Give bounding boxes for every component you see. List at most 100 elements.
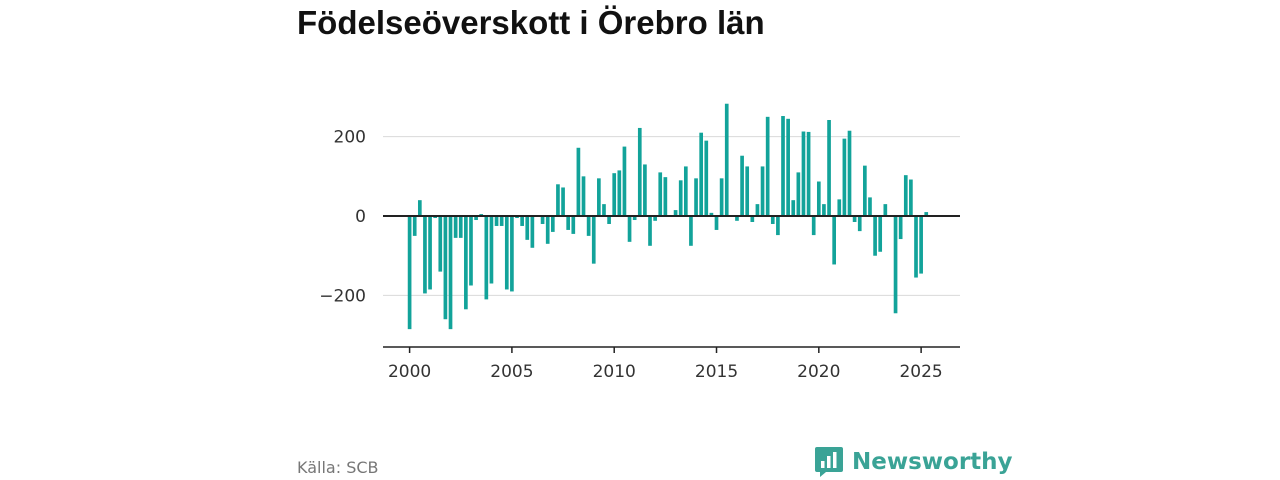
bar-2017Q2 bbox=[760, 166, 765, 217]
bar-2017Q1 bbox=[755, 204, 760, 217]
x-tick-label: 2020 bbox=[797, 362, 840, 382]
bar-2014Q1 bbox=[694, 178, 698, 217]
bar-2021Q1 bbox=[837, 199, 842, 217]
bar-2011Q1 bbox=[632, 216, 637, 221]
y-tick-label: −200 bbox=[319, 286, 366, 306]
bar-2003Q4 bbox=[484, 216, 489, 300]
bar-2004Q3 bbox=[499, 216, 504, 226]
bar-2008Q4 bbox=[586, 216, 591, 236]
bar-2001Q1 bbox=[428, 216, 432, 290]
bar-2006Q4 bbox=[545, 216, 550, 244]
gridlines bbox=[383, 136, 960, 296]
bar-2022Q2 bbox=[863, 165, 867, 217]
bar-2004Q1 bbox=[489, 216, 494, 284]
bar-2017Q3 bbox=[765, 116, 770, 217]
bar-2003Q2 bbox=[474, 216, 478, 221]
bar-chart-speech-bubble-icon bbox=[815, 447, 843, 477]
bar-2020Q4 bbox=[832, 216, 836, 265]
bar-2010Q2 bbox=[617, 170, 622, 217]
bar-2023Q1 bbox=[878, 216, 883, 252]
x-tick-label: 2015 bbox=[695, 362, 738, 382]
bar-2023Q4 bbox=[893, 216, 898, 314]
bar-2002Q4 bbox=[464, 216, 468, 310]
bar-2018Q2 bbox=[781, 116, 785, 217]
bar-series bbox=[407, 103, 929, 330]
bar-2007Q4 bbox=[566, 216, 571, 230]
x-tick-label: 2010 bbox=[593, 362, 636, 382]
bar-2024Q1 bbox=[898, 216, 903, 240]
axes bbox=[383, 215, 960, 353]
bar-2014Q4 bbox=[709, 212, 714, 217]
bar-2010Q3 bbox=[622, 146, 627, 217]
bar-2016Q1 bbox=[735, 216, 739, 221]
bar-2015Q3 bbox=[724, 103, 729, 217]
bar-2023Q2 bbox=[883, 204, 888, 217]
bar-2024Q4 bbox=[914, 216, 918, 278]
bar-2024Q2 bbox=[903, 175, 908, 217]
bar-2010Q4 bbox=[627, 216, 632, 242]
bar-2022Q1 bbox=[857, 216, 862, 232]
bar-2021Q3 bbox=[847, 130, 852, 217]
bar-2011Q3 bbox=[643, 164, 647, 217]
bar-2002Q3 bbox=[458, 216, 463, 238]
bar-2001Q4 bbox=[443, 216, 448, 320]
bar-2008Q2 bbox=[576, 147, 581, 217]
y-axis-labels: 200 0 −200 bbox=[319, 128, 366, 307]
bar-2013Q2 bbox=[678, 180, 683, 217]
brand-name: Newsworthy bbox=[852, 449, 1013, 475]
bar-2013Q4 bbox=[689, 216, 693, 246]
x-tick-label: 2000 bbox=[388, 362, 431, 382]
bar-2012Q2 bbox=[658, 172, 663, 217]
source-note: Källa: SCB bbox=[297, 458, 379, 477]
bar-2011Q4 bbox=[648, 216, 652, 246]
bar-2008Q1 bbox=[571, 216, 576, 234]
bar-2004Q2 bbox=[494, 216, 499, 226]
bar-2000Q1 bbox=[407, 216, 412, 330]
bar-2007Q2 bbox=[556, 184, 560, 217]
bar-2008Q3 bbox=[581, 176, 586, 217]
bar-2002Q1 bbox=[448, 216, 453, 330]
bar-2013Q1 bbox=[673, 210, 678, 217]
y-tick-label: 0 bbox=[355, 207, 366, 227]
bar-2009Q3 bbox=[602, 204, 606, 217]
bar-2018Q4 bbox=[791, 200, 796, 217]
bar-2006Q1 bbox=[530, 216, 535, 248]
bar-2009Q1 bbox=[591, 216, 596, 264]
bar-2022Q4 bbox=[873, 216, 877, 256]
bar-2005Q1 bbox=[510, 216, 514, 292]
bar-2019Q4 bbox=[811, 216, 816, 236]
bar-2002Q2 bbox=[453, 216, 458, 238]
bar-2016Q3 bbox=[745, 166, 750, 217]
bar-2021Q2 bbox=[842, 138, 847, 217]
bar-2009Q4 bbox=[607, 216, 611, 224]
bar-2020Q3 bbox=[827, 120, 831, 217]
bar-2000Q3 bbox=[417, 200, 422, 217]
bar-2004Q4 bbox=[504, 216, 509, 290]
bar-2003Q1 bbox=[469, 216, 473, 286]
bar-2019Q2 bbox=[801, 131, 806, 217]
bar-2015Q2 bbox=[719, 178, 724, 217]
bar-2016Q4 bbox=[750, 216, 755, 222]
bar-2009Q2 bbox=[597, 178, 601, 217]
bar-2010Q1 bbox=[612, 173, 617, 217]
bar-2007Q1 bbox=[550, 216, 555, 232]
brand-logo: Newsworthy bbox=[814, 446, 1013, 478]
bar-2019Q3 bbox=[806, 131, 811, 217]
bar-2001Q3 bbox=[438, 216, 443, 272]
bar-2021Q4 bbox=[852, 216, 857, 222]
bar-2018Q1 bbox=[776, 216, 780, 236]
x-axis-labels: 2000 2005 2010 2015 2020 2025 bbox=[388, 362, 943, 382]
bar-2005Q3 bbox=[520, 216, 524, 226]
bar-2011Q2 bbox=[637, 127, 642, 217]
bar-2012Q3 bbox=[663, 177, 668, 217]
bar-2005Q4 bbox=[525, 216, 530, 240]
bar-2013Q3 bbox=[683, 166, 688, 217]
bar-2007Q3 bbox=[561, 187, 565, 217]
bar-2000Q2 bbox=[412, 216, 417, 236]
bar-2025Q1 bbox=[919, 216, 923, 274]
bar-2025Q2 bbox=[924, 212, 929, 217]
bar-2020Q1 bbox=[816, 181, 821, 217]
bar-2014Q2 bbox=[699, 132, 704, 217]
x-tick-label: 2025 bbox=[899, 362, 942, 382]
